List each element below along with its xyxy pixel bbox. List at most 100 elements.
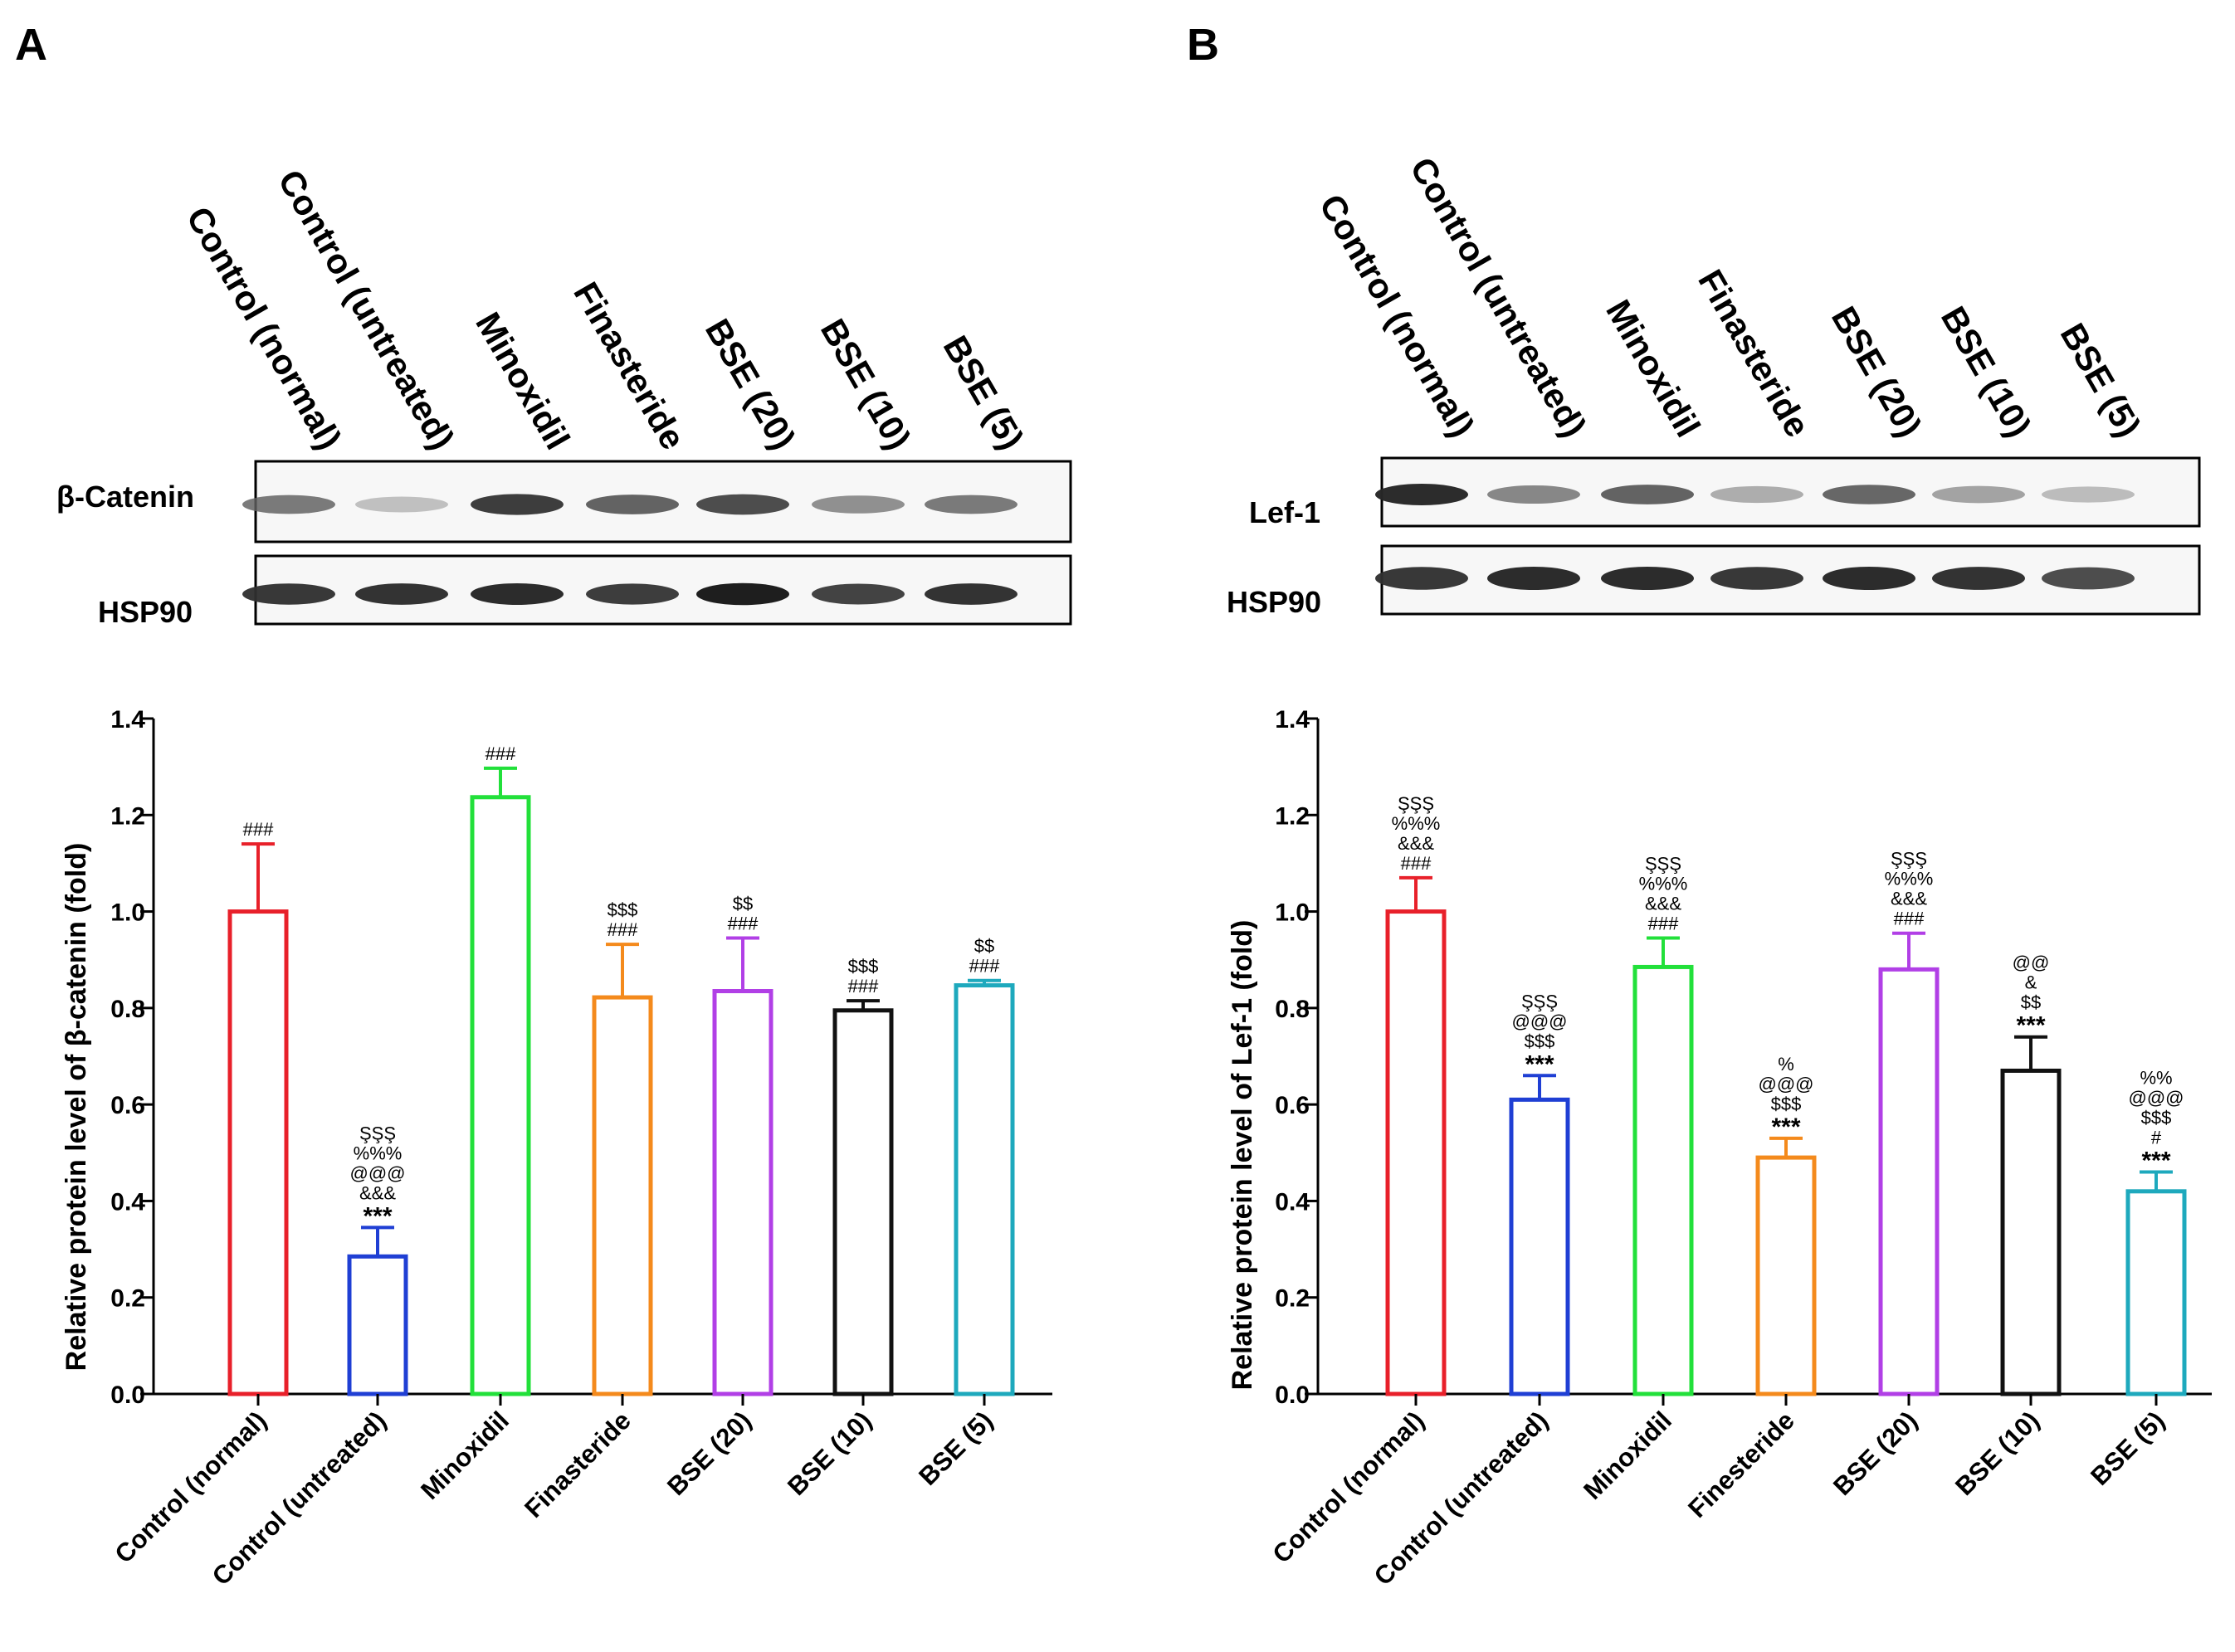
bar-chart-b: 0.00.20.40.60.81.01.21.4 ŞŞŞ%%%&&&###ŞŞŞ… <box>1227 706 2212 1591</box>
bar-control-untreated <box>1509 1097 1570 1396</box>
lane-label-bse-10: BSE (10) <box>813 312 919 456</box>
significance-mark: $$ <box>974 936 994 957</box>
y-tick-label: 1.2 <box>1275 802 1310 830</box>
x-tick-label-bse-10: BSE (10) <box>1950 1406 2045 1501</box>
blot-band-hsp90-5 <box>696 582 789 606</box>
x-tick-label-bse-20: BSE (20) <box>1828 1406 1923 1501</box>
x-tick-label-bse-5: BSE (5) <box>2085 1406 2170 1491</box>
blot-band-hsp90-2 <box>1487 566 1580 591</box>
significance-mark: $$$ <box>848 956 879 977</box>
significance-mark: # <box>2151 1128 2162 1148</box>
blot-band-hsp90-7 <box>925 583 1017 605</box>
y-tick-label: 0.8 <box>1275 996 1310 1023</box>
significance-mark: ŞŞŞ <box>359 1123 396 1143</box>
panel-a: A Control (normal)Control (untreated) Min… <box>15 20 1072 1591</box>
lane-label-minoxidil: Minoxidil <box>468 305 578 456</box>
significance-mark: ### <box>1894 909 1925 929</box>
blot-band-lef-1-2 <box>1487 485 1580 504</box>
blot-band-lef-1-7 <box>2042 486 2135 503</box>
significance-mark: ### <box>728 914 759 934</box>
bar-bse-20 <box>1878 967 1940 1396</box>
bar-bse-10 <box>2000 1068 2062 1396</box>
blot-band-catenin-2 <box>355 496 448 513</box>
significance-mark: ### <box>1401 853 1432 874</box>
blot-band-hsp90-7 <box>2042 567 2135 590</box>
significance-mark: ŞŞŞ <box>1398 793 1434 814</box>
blot-band-hsp90-3 <box>471 583 564 605</box>
y-tick-label: 0.4 <box>110 1188 145 1216</box>
significance-mark: $$$ <box>1771 1094 1802 1114</box>
y-tick-label: 0.2 <box>1275 1285 1310 1313</box>
significance-mark: @@ <box>2013 953 2050 973</box>
blot-band-hsp90-4 <box>1710 567 1803 590</box>
lane-label-finasteride: Finasteride <box>566 275 693 456</box>
y-tick-label: 0.0 <box>1275 1382 1310 1409</box>
blot-band-lef-1-1 <box>1375 484 1468 505</box>
significance-mark: $$ <box>2021 992 2041 1013</box>
blot-band-hsp90-6 <box>1932 567 2025 590</box>
bar-finasteride <box>592 995 653 1396</box>
y-tick-label: 0.4 <box>1275 1188 1310 1216</box>
y-tick-label: 1.0 <box>1275 899 1310 927</box>
significance-mark: @@@ <box>1759 1074 1814 1094</box>
blot-row-label-lef-1: Lef-1 <box>1249 495 1320 529</box>
blot-band-catenin-3 <box>471 494 564 515</box>
blot-band-catenin-1 <box>242 495 335 514</box>
significance-mark: &&& <box>1398 833 1434 854</box>
blot-band-hsp90-1 <box>1375 567 1468 590</box>
significance-mark: % <box>1778 1054 1794 1075</box>
bar-bse-10 <box>832 1008 894 1396</box>
significance-mark: %% <box>2140 1068 2172 1089</box>
y-tick-label: 1.4 <box>110 706 145 733</box>
blot-band-lef-1-3 <box>1601 485 1694 504</box>
significance-mark: %%% <box>1639 874 1688 894</box>
blot-band-hsp90-4 <box>586 583 679 605</box>
blot-band-catenin-4 <box>586 495 679 514</box>
significance-mark: &&& <box>359 1182 396 1203</box>
x-tick-label-finasteride: Finasteride <box>519 1406 637 1523</box>
x-tick-labels-b: Control (normal)Control (untreated) Minox… <box>1267 1394 2170 1591</box>
x-tick-label-bse-20: BSE (20) <box>661 1406 757 1501</box>
x-tick-label-finesteride: Finesteride <box>1682 1406 1800 1523</box>
lane-label-bse-5: BSE (5) <box>936 329 1032 456</box>
significance-mark: ### <box>848 976 879 997</box>
significance-mark: *** <box>2016 1012 2045 1040</box>
significance-mark: @@@ <box>1512 1011 1568 1031</box>
significance-annotations-a: ###ŞŞŞ%%%@@@&&&***###$$$###$$###$$$###$$… <box>243 743 1000 1230</box>
significance-mark: &&& <box>1645 894 1681 914</box>
blot-row-label-hsp90-b: HSP90 <box>1227 585 1321 619</box>
significance-mark: &&& <box>1891 889 1927 909</box>
bar-bse-5 <box>954 983 1015 1396</box>
panel-b: B Control (normal)Control (untreated) Min… <box>1187 20 2212 1591</box>
bar-finesteride <box>1755 1155 1817 1396</box>
significance-mark: $$$ <box>1525 1031 1555 1051</box>
significance-mark: $$$ <box>2141 1108 2172 1128</box>
y-axis-label-a: Relative protein level of β-catenin (fol… <box>61 843 92 1372</box>
y-axis-label-b: Relative protein level of Lef-1 (fold) <box>1227 920 1258 1391</box>
lane-label-minoxidil: Minoxidil <box>1598 293 1708 443</box>
significance-mark: *** <box>1771 1114 1800 1141</box>
significance-mark: *** <box>2141 1148 2170 1175</box>
y-tick-label: 0.2 <box>110 1285 145 1313</box>
blot-band-hsp90-6 <box>812 583 905 605</box>
y-tick-label: 1.2 <box>110 802 145 830</box>
lane-label-bse-20: BSE (20) <box>698 312 803 456</box>
significance-mark: ŞŞŞ <box>1521 991 1558 1011</box>
x-tick-label-bse-5: BSE (5) <box>913 1406 998 1491</box>
blot-band-catenin-7 <box>925 495 1017 514</box>
bar-control-normal <box>1385 909 1447 1396</box>
blot-bands-b <box>1375 484 2135 591</box>
significance-mark: *** <box>1525 1050 1554 1078</box>
significance-mark: %%% <box>1885 869 1934 889</box>
significance-mark: & <box>2025 972 2037 993</box>
blot-band-lef-1-6 <box>1932 485 2025 504</box>
panel-label-a: A <box>15 20 47 70</box>
lane-labels-b: Control (normal)Control (untreated) Minox… <box>1312 151 2149 444</box>
bar-bse-20 <box>712 989 773 1396</box>
bar-control-untreated <box>347 1254 408 1396</box>
significance-mark: ŞŞŞ <box>1891 849 1927 870</box>
lane-label-bse-20: BSE (20) <box>1824 300 1930 443</box>
x-tick-label-minoxidil: Minoxidil <box>1578 1406 1677 1505</box>
bar-chart-a: 0.0 0.2 0.4 0.6 0.8 1.0 1.2 1.4 ### ŞŞŞ%%%@@@&&&… <box>61 706 1052 1591</box>
